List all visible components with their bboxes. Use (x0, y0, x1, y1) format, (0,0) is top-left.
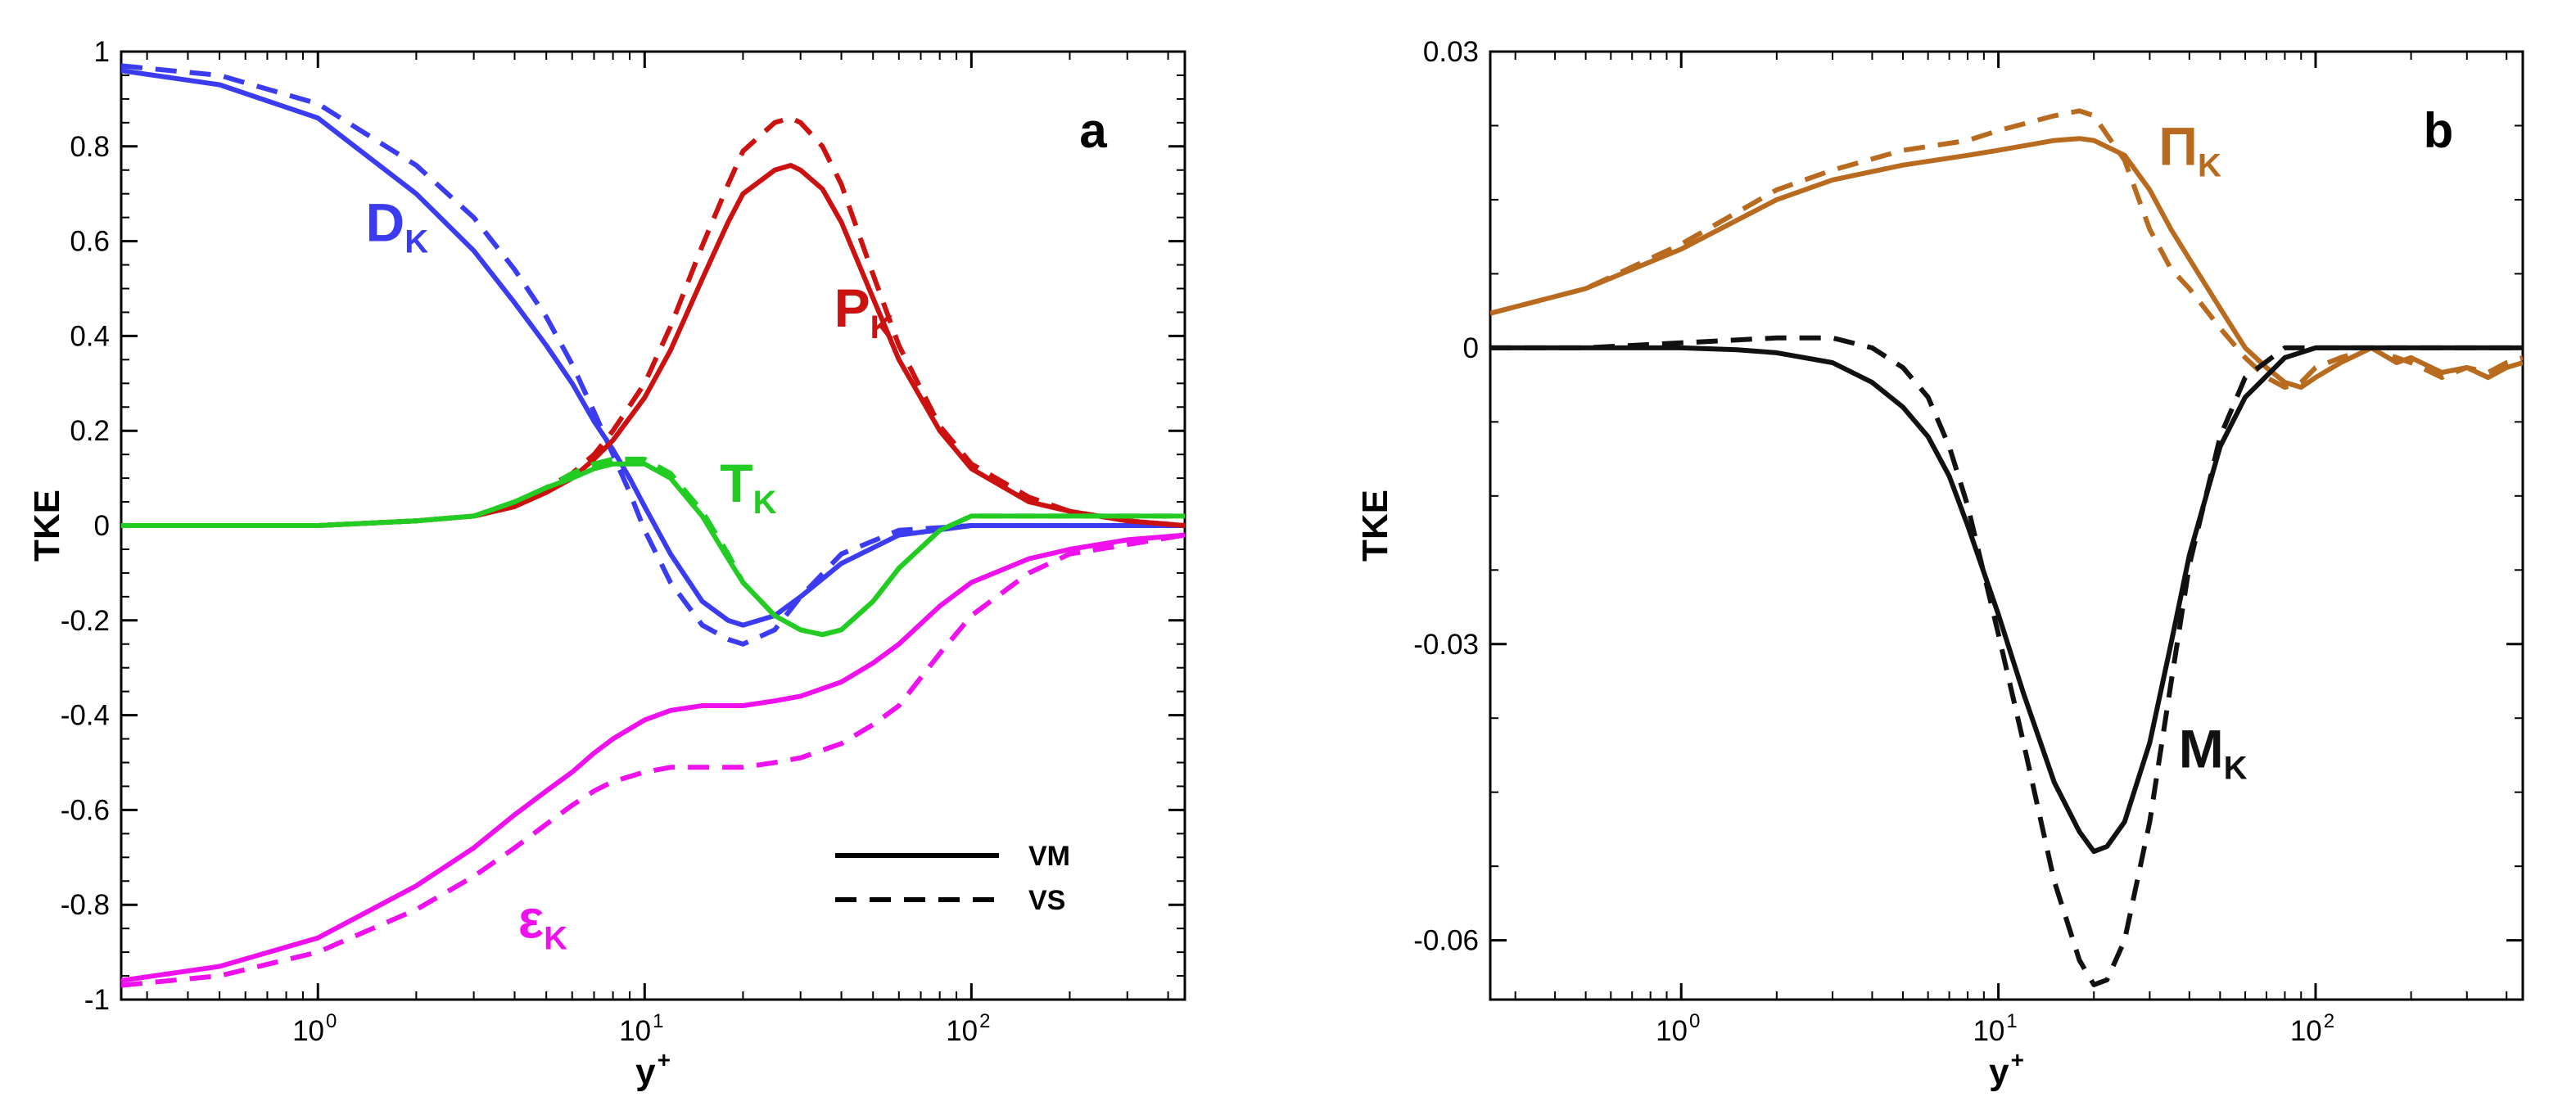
series-line-solid (1490, 345, 2523, 855)
y-tick-label: -1 (84, 984, 110, 1016)
x-axis-title: y+ (1989, 1047, 2024, 1092)
x-tick-label: 100 (292, 1010, 337, 1047)
series-group (121, 63, 1185, 988)
curve-label: ΠK (2158, 116, 2221, 184)
series-line-solid (1490, 136, 2523, 390)
curve-label: εK (518, 889, 567, 957)
x-tick-label: 101 (619, 1010, 663, 1047)
series-line-dashed (121, 456, 1185, 638)
series-group (1490, 108, 2523, 987)
legend: VM VS (835, 841, 1070, 916)
plot-frame (1489, 50, 2524, 1001)
y-tick-label: 0 (1463, 332, 1479, 364)
y-tick-label: -0.6 (61, 794, 110, 826)
y-tick-label: 0.8 (70, 131, 110, 163)
series-line-solid (121, 163, 1185, 528)
legend-label: VS (1028, 885, 1065, 916)
y-tick-label: -0.2 (61, 605, 110, 637)
series-line-solid (121, 532, 1185, 983)
y-tick-label: -0.8 (61, 889, 110, 921)
legend-label: VM (1028, 841, 1070, 872)
x-tick-label: 100 (1656, 1010, 1700, 1047)
series-line-dashed (1490, 335, 2523, 987)
panel-tag: a (1079, 103, 1107, 158)
y-tick-label: 0.6 (70, 226, 110, 258)
series-line-solid (121, 68, 1185, 628)
series-line-dashed (121, 115, 1185, 528)
y-tick-label: 0.4 (70, 320, 110, 352)
x-tick-label: 102 (2290, 1010, 2334, 1047)
y-tick-label: 0 (94, 510, 110, 542)
y-tick-label: -0.06 (1413, 925, 1479, 957)
series-line-dashed (121, 63, 1185, 647)
x-tick-label: 101 (1973, 1010, 2017, 1047)
x-tick-label: 102 (946, 1010, 990, 1047)
panel-b-chart: 0.03 0 -0.03 -0.06 100 101 102 y+ TKE b ΠK MK (1355, 36, 2524, 1092)
y-tick-label: 0.03 (1423, 36, 1479, 68)
y-axis-title: TKE (1355, 490, 1395, 562)
series-line-dashed (121, 532, 1185, 988)
x-axis-title: y+ (635, 1047, 671, 1092)
curve-label: TK (720, 453, 776, 521)
y-tick-label: 0.2 (70, 415, 110, 447)
y-axis-title: TKE (27, 490, 67, 562)
panel-a-chart: 1 0.8 0.6 0.4 0.2 0 -0.2 -0.4 -0.6 -0.8 -1 100 101 10… (27, 36, 1186, 1092)
panel-tag: b (2424, 103, 2454, 158)
curve-label: DK (366, 192, 429, 260)
y-tick-label: -0.03 (1413, 629, 1479, 661)
curve-label: MK (2179, 719, 2248, 787)
y-tick-label: 1 (94, 36, 110, 68)
curve-label: PK (834, 278, 894, 345)
series-line-dashed (1490, 108, 2523, 390)
y-tick-label: -0.4 (61, 700, 110, 732)
